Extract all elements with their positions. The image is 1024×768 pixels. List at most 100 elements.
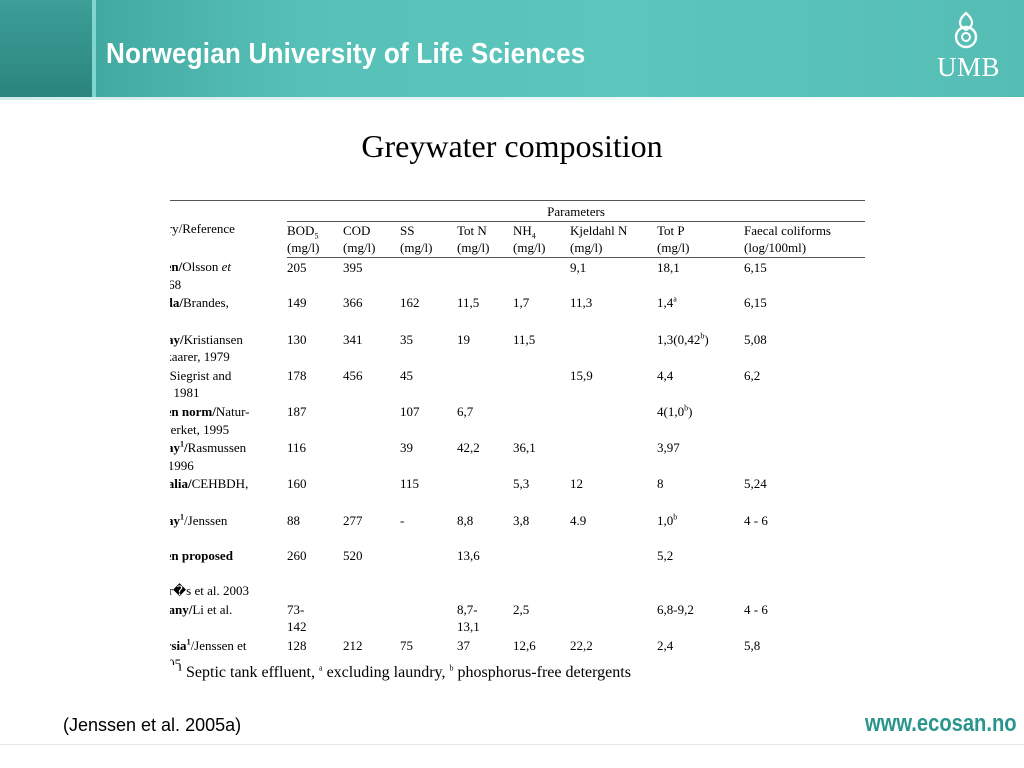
banner-underline xyxy=(0,97,1024,100)
value-cell: 4.9 xyxy=(570,512,587,528)
value-cell: 37 xyxy=(457,636,513,665)
value-cell: 1,7 xyxy=(513,295,530,311)
value-cell xyxy=(570,330,657,366)
column-header: BOD5 xyxy=(287,222,319,241)
value-cell: 4 - 6 xyxy=(744,512,768,528)
value-cell xyxy=(744,402,865,438)
value-cell: 88 xyxy=(287,512,300,528)
footnote-marker-1: 1 xyxy=(178,663,182,673)
value-cell: 115 xyxy=(400,476,420,492)
value-cell xyxy=(513,402,570,438)
value-cell xyxy=(513,546,570,600)
value-cell: 22,2 xyxy=(570,636,657,665)
column-header: COD xyxy=(343,222,371,238)
column-header: SS xyxy=(400,222,415,238)
value-cell: 341 xyxy=(343,331,363,347)
value-cell: 520 xyxy=(343,548,363,564)
table-units-row: (mg/l) (mg/l) (mg/l) (mg/l) (mg/l) (mg/l) (mg/… xyxy=(170,239,865,258)
value-cell: 5,2 xyxy=(657,548,674,564)
reference-cell: Sweden proposednormPalmer�s et al. 2003 xyxy=(170,548,249,599)
value-cell: 130 xyxy=(287,331,307,347)
column-header: NH4 xyxy=(513,222,536,241)
value-cell: 6,2 xyxy=(744,367,761,383)
value-cell: 18,1 xyxy=(657,259,680,275)
value-cell: 6,7 xyxy=(457,404,474,420)
table-row: Sweden norm/Natur-vårdsverket, 1995 187 10… xyxy=(170,402,865,438)
value-cell: 162 xyxy=(400,295,420,311)
value-cell: 178 xyxy=(287,367,307,383)
value-cell: 5,3 xyxy=(513,476,530,492)
value-cell: 9,1 xyxy=(570,259,587,275)
value-cell: 11,3 xyxy=(570,295,593,311)
table-colname-row: BOD5 COD SS Tot N NH4 Kjeldahl N Tot P Faecal c… xyxy=(170,221,865,241)
value-cell: 160 xyxy=(287,476,307,492)
footnote-marker-b: b xyxy=(449,663,454,673)
value-cell: 2,5 xyxy=(513,601,530,617)
value-cell: 2,4 xyxy=(657,636,744,665)
reference-cell: USA1/Siegrist andBoyle, 1981 xyxy=(170,367,232,401)
value-cell: 187 xyxy=(287,404,307,420)
website-link[interactable]: www.ecosan.no xyxy=(865,710,1017,737)
table-row: Germany/Li et al.2003 73-142 8,7-13,1 2,5 6,… xyxy=(170,600,865,636)
table-row: Sweden proposednormPalmer�s et al. 2003 2… xyxy=(170,546,865,600)
value-cell: 11,5 xyxy=(457,295,480,311)
column-header: Tot N xyxy=(457,222,487,238)
value-cell xyxy=(570,438,657,474)
column-unit: (mg/l) xyxy=(457,239,513,258)
value-cell: 116 xyxy=(287,440,307,456)
value-cell: 107 xyxy=(400,404,420,420)
value-cell: 149 xyxy=(287,295,307,311)
value-cell: 5,24 xyxy=(744,476,767,492)
value-cell: 456 xyxy=(343,367,363,383)
value-cell: 205 xyxy=(287,259,307,275)
footnote-text-1: Septic tank effluent, xyxy=(182,664,319,681)
value-cell: 1,4a xyxy=(657,295,677,311)
column-unit: (mg/l) xyxy=(287,239,343,258)
column-header: Tot P xyxy=(657,222,685,238)
table-row: Norway1/Jenssen 88 277 - 8,8 3,8 4.9 1,0b 4 - 6 xyxy=(170,511,865,547)
country-reference-header: Country/Reference xyxy=(170,200,287,258)
value-cell xyxy=(343,600,400,636)
value-cell: 73- 142 xyxy=(287,601,307,635)
value-cell: 4 - 6 xyxy=(744,601,768,617)
value-cell xyxy=(343,474,400,510)
citation: (Jenssen et al. 2005a) xyxy=(63,715,242,735)
value-cell: 19 xyxy=(457,331,470,347)
value-cell: 75 xyxy=(400,636,457,665)
value-cell xyxy=(744,438,865,474)
value-cell xyxy=(513,257,570,293)
value-cell: 12 xyxy=(570,476,583,492)
value-cell: 366 xyxy=(343,295,363,311)
table-header-row: Country/Reference Parameters xyxy=(170,200,865,258)
column-unit: (mg/l) xyxy=(343,239,400,258)
footer-divider xyxy=(0,744,1024,745)
value-cell: 4,4 xyxy=(657,367,674,383)
column-unit: (mg/l) xyxy=(400,239,457,258)
umb-logo-icon xyxy=(954,11,978,49)
table-row: Norway1/Rasmussenet al., 1996 116 39 42,2 36… xyxy=(170,438,865,474)
value-cell: 15,9 xyxy=(570,367,593,383)
table-row: Canada/Brandes,1978 149 366 162 11,5 1,7 11,3 1… xyxy=(170,293,865,329)
banner-left-block xyxy=(0,0,92,97)
table-footnote: 1 Septic tank effluent, a excluding laun… xyxy=(178,664,631,682)
value-cell: 5,08 xyxy=(744,331,767,347)
table-row: USA1/Siegrist andBoyle, 1981 178 456 45 15,9… xyxy=(170,366,865,402)
value-cell xyxy=(570,402,657,438)
value-cell xyxy=(343,438,400,474)
value-cell: 212 xyxy=(343,636,400,665)
value-cell: 6,8-9,2 xyxy=(657,601,694,617)
value-cell: 6,15 xyxy=(744,259,767,275)
value-cell: 45 xyxy=(400,367,413,383)
reference-cell: Norway1/Jenssen xyxy=(170,512,228,528)
value-cell: 3,97 xyxy=(657,440,680,456)
value-cell: 8,7- 13,1 xyxy=(457,601,480,635)
reference-cell: Sweden norm/Natur-vårdsverket, 1995 xyxy=(170,404,250,437)
value-cell: 6,15 xyxy=(744,295,767,311)
reference-cell: Australia/CEHBDH,2002 xyxy=(170,476,249,492)
reference-cell: Norway1/Rasmussenet al., 1996 xyxy=(170,439,247,473)
parameters-header: Parameters xyxy=(287,200,865,222)
reference-cell: Germany/Li et al.2003 xyxy=(170,601,233,617)
value-cell: - xyxy=(400,512,405,528)
